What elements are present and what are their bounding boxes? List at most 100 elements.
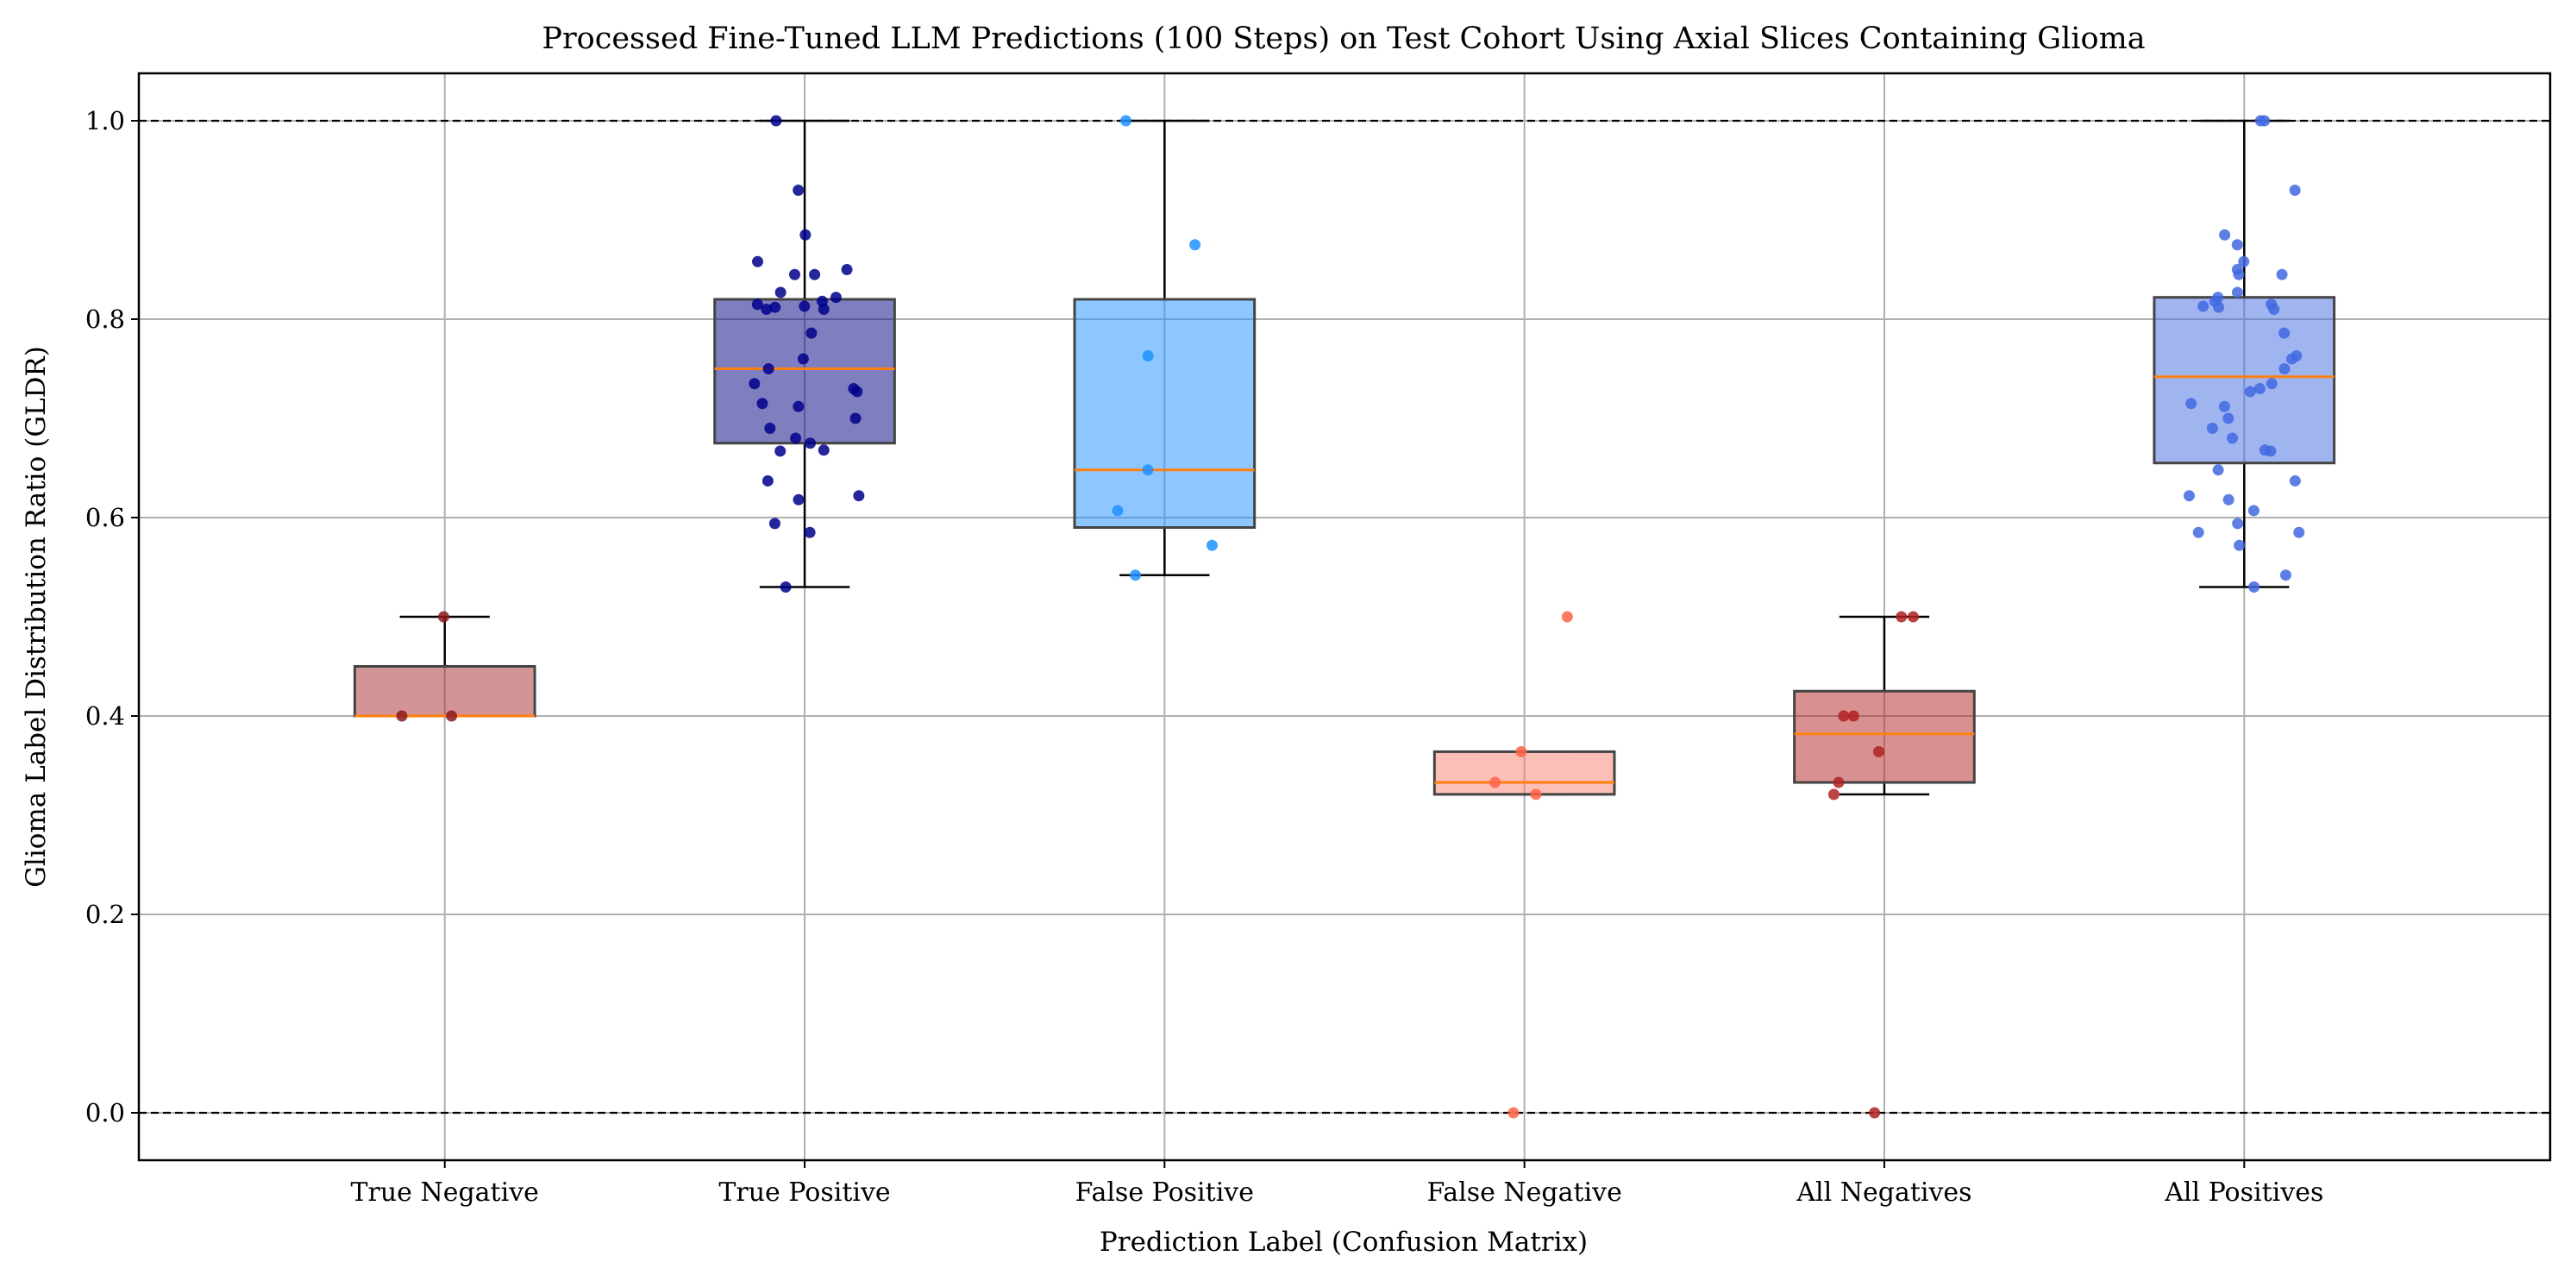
chart-title: Processed Fine-Tuned LLM Predictions (10… — [542, 22, 2145, 56]
data-point — [2197, 300, 2209, 312]
grid-lines — [139, 73, 2550, 1160]
data-point — [1112, 505, 1124, 517]
data-point — [2253, 383, 2266, 394]
data-point — [841, 264, 853, 275]
data-point — [774, 445, 787, 457]
data-point — [780, 581, 792, 593]
box — [1073, 298, 1257, 529]
x-tick-label: True Positive — [718, 1177, 890, 1208]
data-point — [1189, 239, 1201, 251]
data-point — [2222, 412, 2234, 424]
data-point — [793, 493, 805, 505]
box — [353, 665, 536, 718]
data-point — [2293, 526, 2305, 538]
data-point — [799, 229, 812, 241]
data-point — [2219, 229, 2231, 241]
data-point — [1206, 539, 1218, 551]
data-point — [2238, 255, 2250, 267]
data-point — [2232, 518, 2244, 530]
data-point — [446, 710, 458, 722]
data-point — [805, 327, 818, 339]
y-tick-label: 0.6 — [85, 503, 125, 532]
data-point — [2247, 505, 2259, 517]
data-point — [1561, 611, 1573, 623]
data-point — [764, 423, 776, 434]
data-point — [809, 268, 821, 280]
data-point — [2227, 432, 2239, 444]
data-point — [1907, 611, 1919, 623]
data-point — [761, 304, 773, 315]
data-point — [853, 490, 865, 502]
box — [2153, 296, 2336, 465]
data-point — [1142, 350, 1154, 362]
data-point — [2234, 539, 2246, 551]
data-point — [1896, 611, 1908, 623]
data-point — [2233, 268, 2245, 280]
y-tick-label: 1.0 — [85, 106, 125, 135]
data-point — [1507, 1107, 1520, 1119]
data-point — [1530, 788, 1542, 801]
data-point — [396, 710, 408, 722]
x-tick-label: True Negative — [351, 1177, 539, 1208]
data-point — [762, 474, 774, 487]
x-axis-label: Prediction Label (Confusion Matrix) — [1100, 1227, 1588, 1258]
data-point — [2289, 185, 2301, 196]
data-point — [851, 386, 863, 398]
reference-lines — [139, 119, 2550, 1115]
data-point — [1130, 569, 1142, 581]
data-point — [2276, 268, 2288, 280]
data-point — [805, 437, 817, 449]
data-point — [768, 518, 780, 530]
data-point — [437, 611, 449, 623]
data-point — [818, 304, 830, 315]
x-tick-label: All Positives — [2164, 1177, 2323, 1208]
data-point — [1873, 745, 1885, 757]
data-point — [756, 398, 768, 410]
y-axis-ticks: 0.0 0.2 0.4 0.6 0.8 1.0 — [85, 106, 139, 1127]
data-point — [749, 378, 761, 390]
data-point — [752, 255, 764, 267]
data-point — [1120, 115, 1132, 127]
data-point — [1869, 1107, 1881, 1119]
data-point — [2184, 490, 2196, 502]
data-point — [2278, 327, 2291, 339]
data-point — [2279, 569, 2291, 581]
data-point — [769, 301, 781, 313]
data-point — [2289, 474, 2301, 487]
box — [1432, 750, 1616, 796]
y-tick-label: 0.0 — [85, 1098, 125, 1127]
data-points — [396, 115, 2305, 1119]
x-tick-label: False Positive — [1075, 1177, 1254, 1208]
data-point — [804, 526, 816, 538]
data-point — [2244, 386, 2256, 398]
data-point — [774, 286, 787, 298]
data-point — [762, 363, 774, 374]
data-point — [2268, 304, 2280, 315]
data-point — [788, 268, 800, 280]
x-axis-ticks: True Negative True Positive False Positive… — [351, 1160, 2323, 1208]
data-point — [2286, 353, 2298, 365]
data-point — [2265, 445, 2277, 457]
data-point — [2231, 239, 2243, 251]
plot-frame — [137, 72, 2552, 1162]
data-point — [2206, 423, 2218, 434]
data-point — [830, 292, 842, 304]
data-point — [2231, 286, 2243, 298]
y-tick-label: 0.4 — [85, 701, 125, 731]
data-point — [2248, 581, 2260, 593]
y-tick-label: 0.2 — [85, 900, 125, 929]
box — [713, 298, 896, 445]
data-point — [1847, 710, 1859, 722]
data-point — [797, 353, 809, 365]
x-tick-label: False Negative — [1426, 1177, 1621, 1208]
data-point — [2254, 115, 2266, 127]
box — [1793, 689, 1976, 784]
data-point — [1833, 776, 1845, 788]
x-tick-label: All Negatives — [1796, 1177, 1971, 1208]
data-point — [2185, 398, 2197, 410]
data-point — [799, 300, 811, 312]
data-point — [751, 298, 763, 311]
y-axis-label: Glioma Label Distribution Ratio (GLDR) — [21, 346, 52, 888]
data-point — [1515, 745, 1527, 757]
